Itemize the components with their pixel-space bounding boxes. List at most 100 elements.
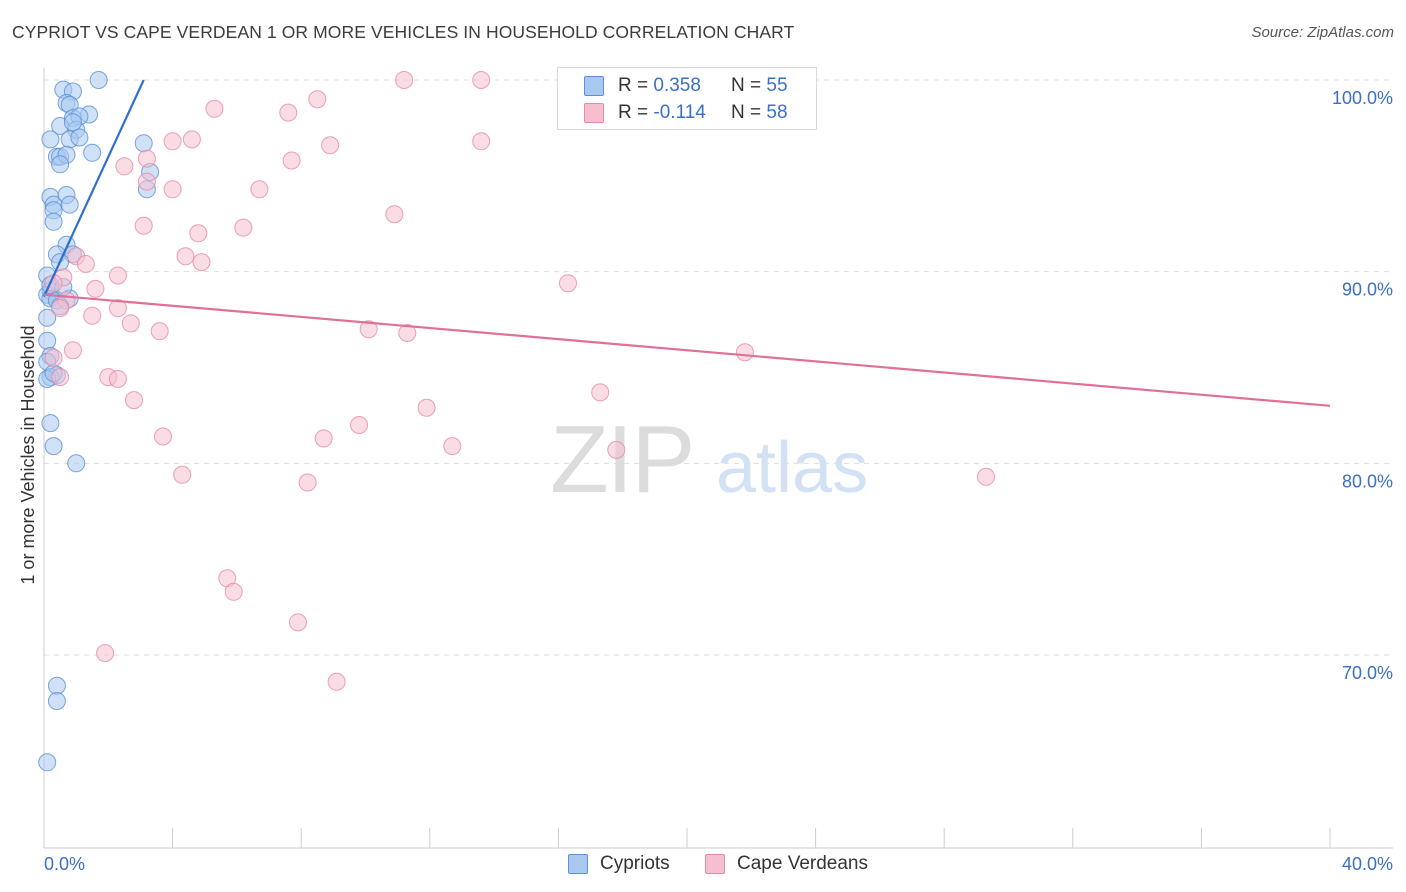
watermark-zip: ZIP [550, 406, 693, 513]
cypriot-point-10 [41, 130, 60, 149]
legend-r-label: R = [618, 75, 649, 96]
cypriot-point-13 [134, 134, 153, 153]
legend-swatch-pink [584, 103, 604, 123]
legend-r-value-cape-verdeans: -0.114 [653, 102, 706, 123]
y-axis-title: 1 or more Vehicles in Household [18, 325, 38, 584]
cape-verdean-point-0 [395, 71, 414, 89]
series-label-cypriots: Cypriots [600, 853, 670, 874]
cape-verdean-point-2 [308, 90, 327, 109]
correlation-legend: R = 0.358 N = 55 R = -0.114 N = 58 [557, 67, 817, 130]
cape-verdean-point-32 [121, 314, 140, 333]
cape-verdean-point-8 [472, 132, 491, 151]
cape-verdean-point-37 [44, 348, 63, 367]
cape-verdean-point-50 [173, 465, 192, 484]
cape-verdean-point-56 [96, 644, 115, 663]
cypriot-point-18 [51, 155, 70, 174]
cape-verdean-point-33 [150, 322, 169, 341]
cape-verdean-point-9 [137, 149, 156, 168]
cape-verdean-point-15 [385, 205, 404, 224]
cape-verdean-point-48 [443, 437, 462, 456]
cypriot-point-24 [60, 195, 79, 214]
cape-verdean-point-38 [735, 343, 754, 362]
legend-n-label: N = [731, 102, 762, 123]
cape-verdean-point-3 [205, 99, 224, 118]
cypriot-point-0 [89, 71, 108, 89]
chart-title: CYPRIOT VS CAPE VERDEAN 1 OR MORE VEHICL… [12, 22, 795, 42]
cape-verdean-point-35 [398, 324, 417, 342]
cape-verdean-point-7 [321, 136, 340, 155]
cypriot-point-49 [38, 753, 57, 772]
cape-verdean-point-54 [224, 582, 243, 601]
cypriot-point-46 [67, 454, 86, 473]
legend-r-label: R = [618, 102, 649, 123]
watermark-atlas: atlas [716, 428, 868, 508]
cape-verdean-point-30 [51, 299, 70, 318]
cape-verdean-point-41 [51, 368, 70, 387]
cape-verdean-point-25 [86, 279, 105, 298]
cypriot-point-14 [83, 143, 102, 162]
x-tick-label-min: 0.0% [44, 854, 85, 874]
cypriot-point-44 [41, 414, 60, 433]
legend-n-label: N = [731, 75, 762, 96]
cape-verdean-point-4 [279, 103, 298, 122]
series-swatch-pink [705, 854, 725, 874]
watermark: ZIP atlas [550, 406, 868, 513]
cape-verdean-point-20 [192, 253, 211, 272]
cape-verdean-point-18 [189, 224, 208, 243]
cape-verdean-point-5 [163, 132, 182, 151]
cape-verdean-point-19 [176, 247, 195, 266]
cape-verdean-point-49 [607, 440, 626, 459]
cape-verdean-point-44 [417, 398, 436, 417]
cypriot-point-54 [63, 113, 82, 132]
series-label-cape-verdeans: Cape Verdeans [737, 853, 868, 874]
cape-verdean-point-46 [154, 427, 172, 446]
trend-layer [43, 79, 1331, 407]
cape-verdean-point-55 [289, 613, 307, 632]
legend-n-value-cape-verdeans: 58 [766, 102, 788, 123]
cape-verdean-point-13 [163, 180, 182, 199]
cape-verdean-point-57 [327, 672, 346, 691]
cypriot-point-48 [47, 692, 66, 710]
cape-verdean-point-28 [559, 274, 577, 293]
cypriot-point-47 [47, 676, 66, 695]
cape-verdean-point-22 [76, 255, 95, 273]
legend-n-value-cypriots: 55 [766, 75, 788, 96]
cypriot-point-26 [44, 212, 63, 231]
cape-verdean-point-47 [314, 429, 333, 448]
cape-verdean-point-51 [298, 473, 317, 492]
cape-verdean-point-11 [115, 157, 134, 176]
legend-r-value-cypriots: 0.358 [653, 75, 701, 96]
axis-labels: 1 or more Vehicles in Household 0.0% 40.… [18, 88, 1393, 874]
cape-verdean-point-17 [234, 218, 253, 237]
cape-verdean-point-10 [282, 151, 301, 170]
cape-verdean-point-29 [108, 299, 127, 318]
cape-verdean-point-31 [83, 306, 102, 325]
cape-verdean-point-40 [108, 370, 127, 388]
cypriot-point-37 [38, 308, 57, 327]
cypriot-point-38 [38, 331, 57, 350]
cape-verdean-point-16 [134, 216, 153, 235]
y-tick-label-70: 70.0% [1342, 663, 1393, 683]
cypriot-point-45 [44, 437, 63, 456]
y-tick-label-100: 100.0% [1332, 88, 1393, 108]
cape-verdean-point-43 [125, 391, 143, 410]
cape-verdean-point-45 [350, 416, 369, 434]
cape-verdean-trend-line [43, 293, 1331, 407]
y-tick-label-90: 90.0% [1342, 280, 1393, 300]
cape-verdean-point-6 [182, 130, 201, 149]
chart-source: Source: ZipAtlas.com [1251, 24, 1394, 41]
cape-verdean-point-52 [977, 467, 995, 486]
y-tick-label-80: 80.0% [1342, 471, 1393, 491]
series-layer [38, 71, 995, 772]
cypriot-trend-line [43, 79, 145, 298]
cape-verdean-point-14 [250, 180, 269, 199]
x-tick-label-max: 40.0% [1342, 854, 1393, 874]
cypriot-point-12 [70, 128, 89, 147]
cape-verdean-point-24 [108, 266, 127, 285]
cape-verdean-point-12 [137, 172, 156, 191]
legend-swatch-blue [584, 76, 604, 96]
series-swatch-blue [568, 854, 588, 874]
cape-verdean-point-42 [591, 383, 610, 402]
cape-verdean-point-1 [472, 71, 491, 89]
